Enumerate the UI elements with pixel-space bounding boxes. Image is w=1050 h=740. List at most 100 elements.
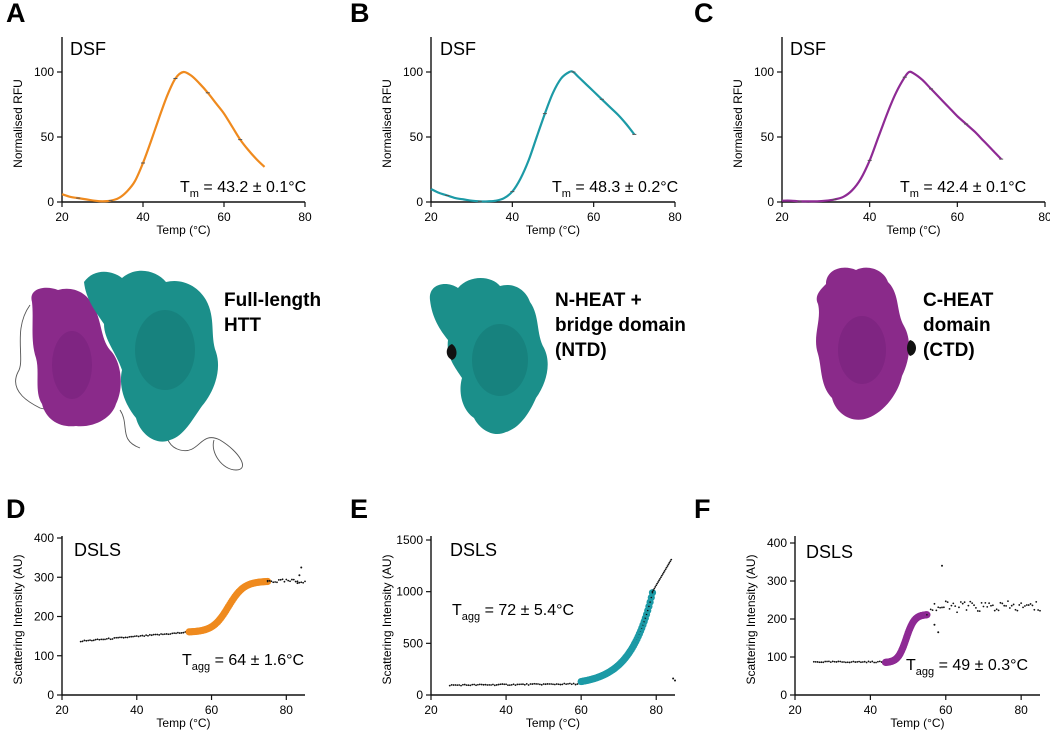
baseline-point	[861, 661, 864, 663]
noisy-plateau-point	[939, 606, 942, 609]
baseline-point	[546, 683, 549, 685]
baseline-point	[117, 636, 119, 639]
baseline-point	[169, 633, 172, 635]
annotation-symbol: T	[182, 652, 192, 669]
noisy-plateau-point	[959, 601, 962, 603]
dsls-chart-ctd: 0 100 200 300 400 20 40 60 80 Temp (°C) Scattering…	[744, 536, 1041, 730]
noisy-plateau-point	[946, 601, 949, 604]
ctd-black-fragment	[907, 340, 916, 356]
baseline-point	[104, 638, 106, 641]
baseline-point	[122, 636, 125, 639]
baseline-point	[820, 661, 823, 664]
noisy-plateau-point	[1029, 603, 1032, 605]
baseline-point	[824, 660, 827, 663]
dsf-chart-ctd: 0 50 100 20 40 60 80 Temp (°C) Normalised RFU DSF…	[731, 37, 1050, 237]
annotation-value: = 49 ± 0.3°C	[934, 657, 1028, 674]
baseline-point	[454, 684, 457, 686]
noisy-plateau-point	[963, 601, 966, 604]
plateau-point	[287, 579, 290, 582]
baseline-point	[482, 683, 485, 686]
baseline-point	[137, 635, 140, 638]
baseline-point	[493, 684, 496, 687]
x-axis-label: Temp (°C)	[526, 223, 580, 237]
tail-point	[656, 582, 659, 585]
baseline-point	[165, 633, 168, 635]
baseline-point	[510, 684, 513, 686]
noisy-plateau-point	[982, 605, 985, 608]
baseline-point	[505, 683, 507, 686]
y-tick-label: 200	[34, 610, 54, 624]
noisy-plateau-point	[990, 604, 992, 607]
baseline-point	[448, 684, 451, 687]
baseline-point	[182, 631, 185, 634]
baseline-point	[529, 683, 532, 685]
tail-point	[668, 561, 671, 564]
noisy-plateau-point	[967, 604, 970, 607]
tail-point	[662, 571, 665, 574]
noisy-plateau-point	[969, 600, 972, 603]
transition-point-core	[646, 609, 649, 612]
annotation-subscript: m	[910, 188, 919, 200]
structure-ntd	[429, 278, 548, 435]
noisy-plateau-point	[991, 604, 994, 607]
baseline-point	[873, 661, 876, 664]
baseline-point	[139, 634, 142, 637]
plateau-point	[270, 580, 273, 583]
dsf-curve	[61, 70, 266, 203]
baseline-point	[548, 683, 551, 685]
plateau-point	[296, 580, 299, 583]
baseline-point	[462, 683, 464, 686]
outlier-point	[300, 566, 303, 569]
annotation-symbol: T	[900, 179, 910, 196]
plateau-point	[294, 580, 297, 583]
tail-point	[667, 563, 670, 566]
label-ntd: N-HEAT + bridge domain (NTD)	[555, 290, 691, 361]
baseline-point	[115, 636, 118, 639]
noisy-plateau-point	[995, 608, 998, 611]
dsf-curve	[430, 70, 636, 203]
baseline-point	[450, 683, 453, 686]
tm-annotation: Tagg = 72 ± 5.4°C	[452, 602, 574, 623]
x-tick-label: 20	[55, 703, 69, 717]
x-tick-label: 60	[951, 210, 965, 224]
tail-point	[657, 581, 660, 583]
baseline-point	[835, 661, 838, 663]
baseline-point	[145, 634, 148, 637]
x-tick-label: 80	[650, 703, 664, 717]
y-tick-label: 0	[47, 688, 54, 702]
baseline-point	[553, 683, 556, 686]
dsf-curve	[781, 70, 1002, 203]
panel-letter-d: D	[6, 494, 26, 524]
y-tick-label: 0	[47, 195, 54, 209]
baseline-point	[497, 683, 500, 686]
dsf-chart-full-length: 0 50 100 20 40 60 80 Temp (°C) Normalised RFU DSF…	[11, 37, 312, 237]
baseline-point	[507, 684, 509, 687]
tm-annotation: Tm = 48.3 ± 0.2°C	[552, 179, 678, 200]
baseline-point	[533, 682, 536, 685]
noisy-plateau-point	[1022, 606, 1024, 609]
x-tick-label: 20	[775, 210, 789, 224]
noisy-plateau-point	[1027, 604, 1030, 606]
noisy-plateau-point	[975, 606, 977, 609]
noisy-plateau-point	[1018, 604, 1021, 606]
baseline-point	[471, 683, 474, 686]
chart-title: DSLS	[450, 540, 497, 560]
annotation-subscript: agg	[916, 666, 934, 678]
baseline-point	[467, 684, 470, 687]
baseline-point	[839, 660, 842, 663]
y-tick-label: 0	[416, 688, 423, 702]
chart-title: DSLS	[74, 540, 121, 560]
tail-point	[658, 579, 660, 582]
noisy-plateau-point	[941, 606, 943, 609]
baseline-point	[180, 632, 183, 634]
structure-full-length-htt	[15, 270, 243, 471]
y-tick-label: 50	[410, 130, 424, 144]
baseline-point	[469, 684, 472, 687]
noisy-plateau-point	[1025, 604, 1028, 606]
label-ntd-line-2: bridge domain	[555, 315, 686, 336]
x-tick-label: 60	[587, 210, 601, 224]
plateau-point	[304, 580, 306, 583]
plateau-point	[281, 578, 284, 581]
baseline-point	[877, 660, 879, 663]
baseline-point	[544, 683, 547, 686]
